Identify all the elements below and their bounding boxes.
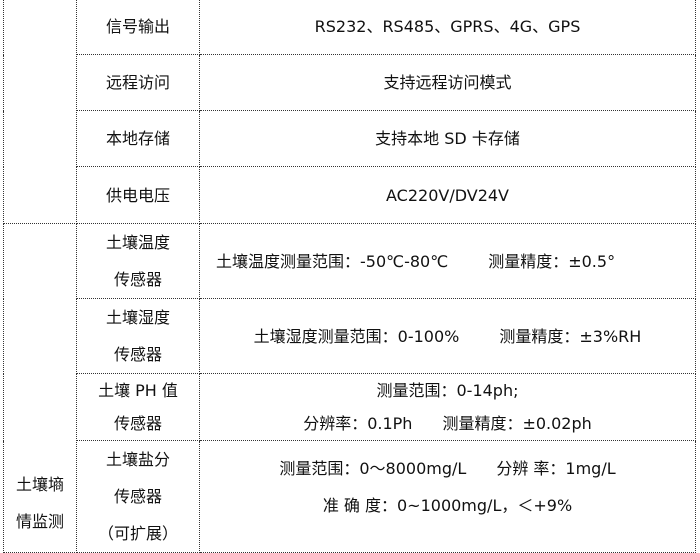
sensor-name-line: 土壤温度 <box>105 233 170 252</box>
table-row: 本地存储 支持本地 SD 卡存储 <box>4 110 696 167</box>
table-row: 土壤 PH 值传感器 测量范围：0-14ph; 分辨率：0.1Ph 测量精度：±0.… <box>4 373 696 441</box>
spec-range: 测量范围：0-14ph; <box>376 381 519 400</box>
sensor-name: 土壤湿度 传感器 <box>76 298 200 374</box>
row-label: 信号输出 <box>76 0 200 55</box>
spec-resolution: 分辨率：0.1Ph <box>303 414 413 433</box>
group-label-line: 土壤墒 <box>15 475 64 494</box>
row-value: 支持远程访问模式 <box>199 54 696 111</box>
sensor-spec: 测量范围：0～8000mg/L 分辨 率：1mg/L 准 确 度：0~1000mg/… <box>199 440 696 553</box>
sensor-name: 土壤盐分传感器 （可扩展） <box>76 440 200 553</box>
sensor-name-line: 传感器 <box>113 270 162 289</box>
table-row: 供电电压 AC220V/DV24V <box>4 166 696 224</box>
spec-range: 测量范围：0～8000mg/L <box>279 459 467 478</box>
row-label: 远程访问 <box>76 54 200 111</box>
row-value: 支持本地 SD 卡存储 <box>199 110 696 167</box>
sensor-name-line: 土壤盐分 <box>105 450 170 469</box>
table-row: 远程访问 支持远程访问模式 <box>4 54 696 111</box>
group-label: 土壤墒 情监测 <box>3 223 77 553</box>
sensor-name: 土壤温度 传感器 <box>76 223 200 299</box>
sensor-name-line: 传感器 <box>113 414 162 433</box>
spec-range: 土壤温度测量范围：-50℃-80℃ <box>216 251 449 271</box>
sensor-name-line: 传感器 <box>113 487 162 506</box>
spec-table: 信号输出 RS232、RS485、GPRS、4G、GPS 远程访问 支持远程访问… <box>3 0 696 553</box>
row-label: 供电电压 <box>76 166 200 224</box>
table-row: 土壤盐分传感器 （可扩展） 测量范围：0～8000mg/L 分辨 率：1mg/L 准 … <box>4 440 696 553</box>
table-row: 土壤墒情监测 土壤温度传感器 土壤温度测量范围：-50℃-80℃ 测量精度：±0.… <box>3 223 696 553</box>
group-cell-empty <box>3 0 77 224</box>
table-row: 土壤湿度传感器 土壤湿度测量范围：0-100% 测量精度：±3%RH <box>4 298 696 374</box>
table-row: 信号输出 RS232、RS485、GPRS、4G、GPS <box>3 0 696 224</box>
spec-accuracy: 测量精度：±0.02ph <box>442 414 592 433</box>
row-label: 本地存储 <box>76 110 200 167</box>
sensor-name-line: 土壤湿度 <box>105 308 170 327</box>
sensor-name-line: 传感器 <box>113 345 162 364</box>
sensor-spec: 测量范围：0-14ph; 分辨率：0.1Ph 测量精度：±0.02ph <box>199 373 696 441</box>
spec-accuracy: 测量精度：±0.5° <box>488 251 616 271</box>
sensor-name-line: （可扩展） <box>97 524 178 543</box>
spec-resolution: 分辨 率：1mg/L <box>496 459 616 478</box>
sensor-name-line: 土壤 PH 值 <box>98 381 178 400</box>
spec-range: 土壤湿度测量范围：0-100% <box>253 326 460 346</box>
sensor-name: 土壤 PH 值传感器 <box>76 373 200 441</box>
sensor-spec: 土壤湿度测量范围：0-100% 测量精度：±3%RH <box>199 298 696 374</box>
spec-accuracy: 准 确 度：0~1000mg/L，＜+9% <box>322 496 573 515</box>
group-label-line: 情监测 <box>15 512 64 531</box>
row-value: RS232、RS485、GPRS、4G、GPS <box>199 0 696 55</box>
row-value: AC220V/DV24V <box>199 166 696 224</box>
sensor-spec: 土壤温度测量范围：-50℃-80℃ 测量精度：±0.5° <box>199 223 696 299</box>
spec-accuracy: 测量精度：±3%RH <box>499 326 642 346</box>
